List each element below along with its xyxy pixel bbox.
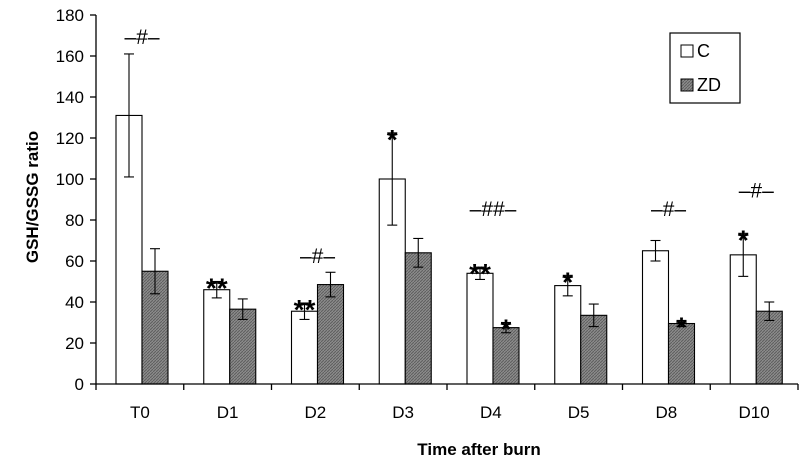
bar-c-d8 — [641, 250, 670, 385]
x-tick-label-d8: D8 — [656, 403, 678, 422]
y-axis: 0 20 40 60 80 100 120 140 160 180 — [56, 6, 97, 394]
significance-hash-d10: –#– — [739, 180, 774, 203]
bar-zd-d1 — [229, 308, 257, 385]
x-tick-label-t0: T0 — [130, 403, 150, 422]
bar-zd-d10 — [755, 310, 783, 385]
legend: C ZD — [669, 32, 741, 104]
y-tick-label: 0 — [75, 375, 84, 394]
significance-star-d8: * — [676, 311, 687, 342]
significance-star-d4: * — [501, 314, 512, 345]
bars-layer — [115, 114, 783, 385]
x-tick-label-d10: D10 — [739, 403, 770, 422]
significance-hash-d2: –#– — [300, 245, 335, 268]
legend-swatch-zd — [680, 78, 694, 92]
bar-c-d4 — [466, 272, 494, 385]
error-bar-zd-d3 — [413, 237, 424, 268]
y-tick-label: 160 — [56, 47, 84, 66]
annotations-layer: –#–****–#–****–##–**–#–*–#– — [124, 26, 774, 345]
significance-hash-d8: –#– — [651, 198, 686, 221]
error-bar-zd-d8 — [676, 319, 687, 328]
significance-hash-t0: –#– — [124, 26, 159, 49]
x-tick-label-d2: D2 — [305, 403, 327, 422]
legend-label-zd: ZD — [697, 75, 721, 95]
significance-star-d5: * — [562, 266, 573, 297]
legend-label-c: C — [697, 41, 710, 61]
x-tick-label-d1: D1 — [217, 403, 239, 422]
error-bar-c-d3 — [387, 132, 398, 226]
error-bar-c-d5 — [562, 274, 573, 297]
error-bar-zd-d5 — [588, 303, 599, 328]
y-tick-label: 60 — [65, 252, 84, 271]
error-bar-c-d1 — [211, 280, 222, 299]
y-tick-label: 100 — [56, 170, 84, 189]
bar-c-d5 — [554, 285, 582, 385]
error-bars-layer — [124, 53, 775, 334]
bar-zd-d2 — [316, 284, 345, 385]
y-tick-label: 180 — [56, 6, 84, 25]
bar-c-d1 — [203, 289, 231, 385]
y-tick-label: 120 — [56, 129, 84, 148]
x-axis-title: Time after burn — [417, 440, 540, 459]
y-tick-label: 20 — [65, 334, 84, 353]
x-tick-label-d5: D5 — [568, 403, 590, 422]
error-bar-c-d2 — [299, 302, 310, 320]
error-bar-c-d10 — [738, 232, 749, 277]
y-tick-label: 80 — [65, 211, 84, 230]
error-bar-zd-t0 — [150, 248, 160, 295]
error-bar-zd-d1 — [237, 298, 248, 320]
x-ticks: T0 D1 D2 D3 D4 D5 D8 D10 — [95, 384, 799, 422]
error-bar-zd-d10 — [764, 301, 775, 322]
error-bar-zd-d4 — [501, 321, 511, 334]
significance-star-d1: ** — [206, 273, 228, 304]
x-tick-label-d3: D3 — [392, 403, 414, 422]
error-bar-c-t0 — [124, 53, 134, 178]
significance-star-d10: * — [738, 224, 749, 255]
y-ticks: 0 20 40 60 80 100 120 140 160 180 — [56, 6, 96, 394]
y-axis-title: GSH/GSSG ratio — [23, 131, 42, 263]
significance-star-d3: * — [387, 124, 398, 155]
y-tick-label: 40 — [65, 293, 84, 312]
bar-zd-d3 — [404, 252, 432, 385]
error-bar-zd-d2 — [325, 271, 336, 298]
error-bar-c-d8 — [650, 239, 661, 262]
plot-area: –#–****–#–****–##–**–#–*–#– — [115, 26, 783, 385]
legend-swatch-c — [680, 44, 694, 58]
x-axis: T0 D1 D2 D3 D4 D5 D8 D10 — [95, 383, 799, 422]
significance-star-d2: ** — [294, 294, 316, 325]
significance-star-d4: ** — [469, 258, 491, 289]
significance-hash-d4: –##– — [470, 198, 517, 221]
x-tick-label-d4: D4 — [480, 403, 502, 422]
y-tick-label: 140 — [56, 88, 84, 107]
error-bar-c-d4 — [475, 266, 485, 281]
